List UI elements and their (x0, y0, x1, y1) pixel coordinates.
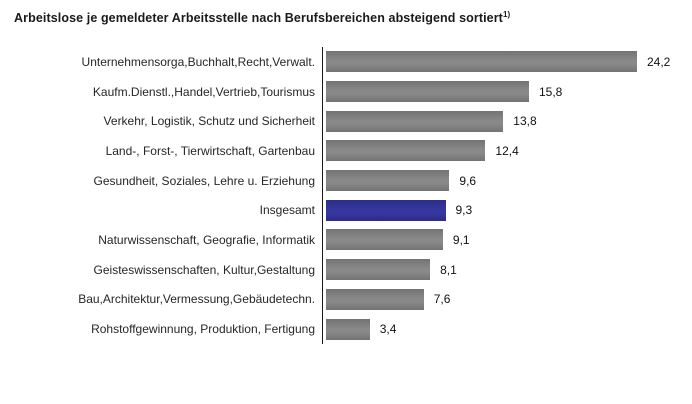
bar-plot-area: 7,6 (322, 285, 692, 315)
bar-plot-area: 8,1 (322, 255, 692, 285)
chart-row: Naturwissenschaft, Geografie, Informatik… (0, 225, 692, 255)
category-label: Verkehr, Logistik, Schutz und Sicherheit (103, 114, 315, 129)
chart-title-text: Arbeitslose je gemeldeter Arbeitsstelle … (14, 11, 503, 26)
chart-row: Rohstoffgewinnung, Produktion, Fertigung… (0, 314, 692, 344)
bar-chart: Unternehmensorga,Buchhalt,Recht,Verwalt.… (0, 47, 692, 344)
bar (326, 288, 424, 310)
bar-plot-area: 12,4 (322, 136, 692, 166)
bar (326, 259, 431, 281)
chart-row: Bau,Architektur,Vermessung,Gebäudetechn.… (0, 285, 692, 315)
category-label: Bau,Architektur,Vermessung,Gebäudetechn. (78, 292, 315, 307)
value-label: 9,3 (455, 203, 473, 218)
bar-plot-area: 3,4 (322, 314, 692, 344)
bar-plot-area: 13,8 (322, 106, 692, 136)
chart-row: Insgesamt 9,3 (0, 195, 692, 225)
bar-plot-area: 9,6 (322, 166, 692, 196)
value-label: 7,6 (433, 292, 451, 307)
value-label: 9,1 (452, 232, 470, 247)
value-label: 13,8 (513, 114, 537, 129)
category-label: Unternehmensorga,Buchhalt,Recht,Verwalt. (81, 54, 315, 69)
axis-line (322, 47, 323, 344)
value-label: 9,6 (459, 173, 477, 188)
chart-title: Arbeitslose je gemeldeter Arbeitsstelle … (14, 10, 510, 25)
value-label: 8,1 (440, 262, 457, 277)
category-label: Rohstoffgewinnung, Produktion, Fertigung (91, 322, 315, 337)
chart-row: Kaufm.Dienstl.,Handel,Vertrieb,Tourismus… (0, 77, 692, 107)
bar-plot-area: 9,3 (322, 195, 692, 225)
bar (326, 229, 443, 251)
chart-row: Land-, Forst-, Tierwirtschaft, Gartenbau… (0, 136, 692, 166)
footnote-marker: 1) (502, 10, 511, 19)
category-label: Kaufm.Dienstl.,Handel,Vertrieb,Tourismus (92, 84, 315, 99)
value-label: 24,2 (647, 54, 671, 69)
bar (326, 140, 486, 162)
bar (326, 170, 450, 192)
value-label: 12,4 (495, 143, 519, 158)
category-label: Naturwissenschaft, Geografie, Informatik (98, 232, 315, 247)
bar-plot-area: 9,1 (322, 225, 692, 255)
chart-row: Gesundheit, Soziales, Lehre u. Erziehung… (0, 166, 692, 196)
bar-rows: Unternehmensorga,Buchhalt,Recht,Verwalt.… (0, 47, 692, 344)
chart-row: Geisteswissenschaften, Kultur,Gestaltung… (0, 255, 692, 285)
bar (326, 110, 504, 132)
value-label: 15,8 (539, 84, 563, 99)
category-label: Insgesamt (259, 203, 315, 218)
bar (326, 51, 637, 73)
bar-plot-area: 15,8 (322, 77, 692, 107)
category-label: Gesundheit, Soziales, Lehre u. Erziehung (93, 173, 315, 188)
chart-row: Unternehmensorga,Buchhalt,Recht,Verwalt.… (0, 47, 692, 77)
category-label: Land-, Forst-, Tierwirtschaft, Gartenbau (105, 143, 315, 158)
value-label: 3,4 (379, 322, 397, 337)
category-label: Geisteswissenschaften, Kultur,Gestaltung (93, 262, 315, 277)
bar (326, 318, 370, 340)
bar (326, 81, 529, 103)
bar-plot-area: 24,2 (322, 47, 692, 77)
chart-row: Verkehr, Logistik, Schutz und Sicherheit… (0, 106, 692, 136)
bar-highlight (326, 199, 446, 221)
